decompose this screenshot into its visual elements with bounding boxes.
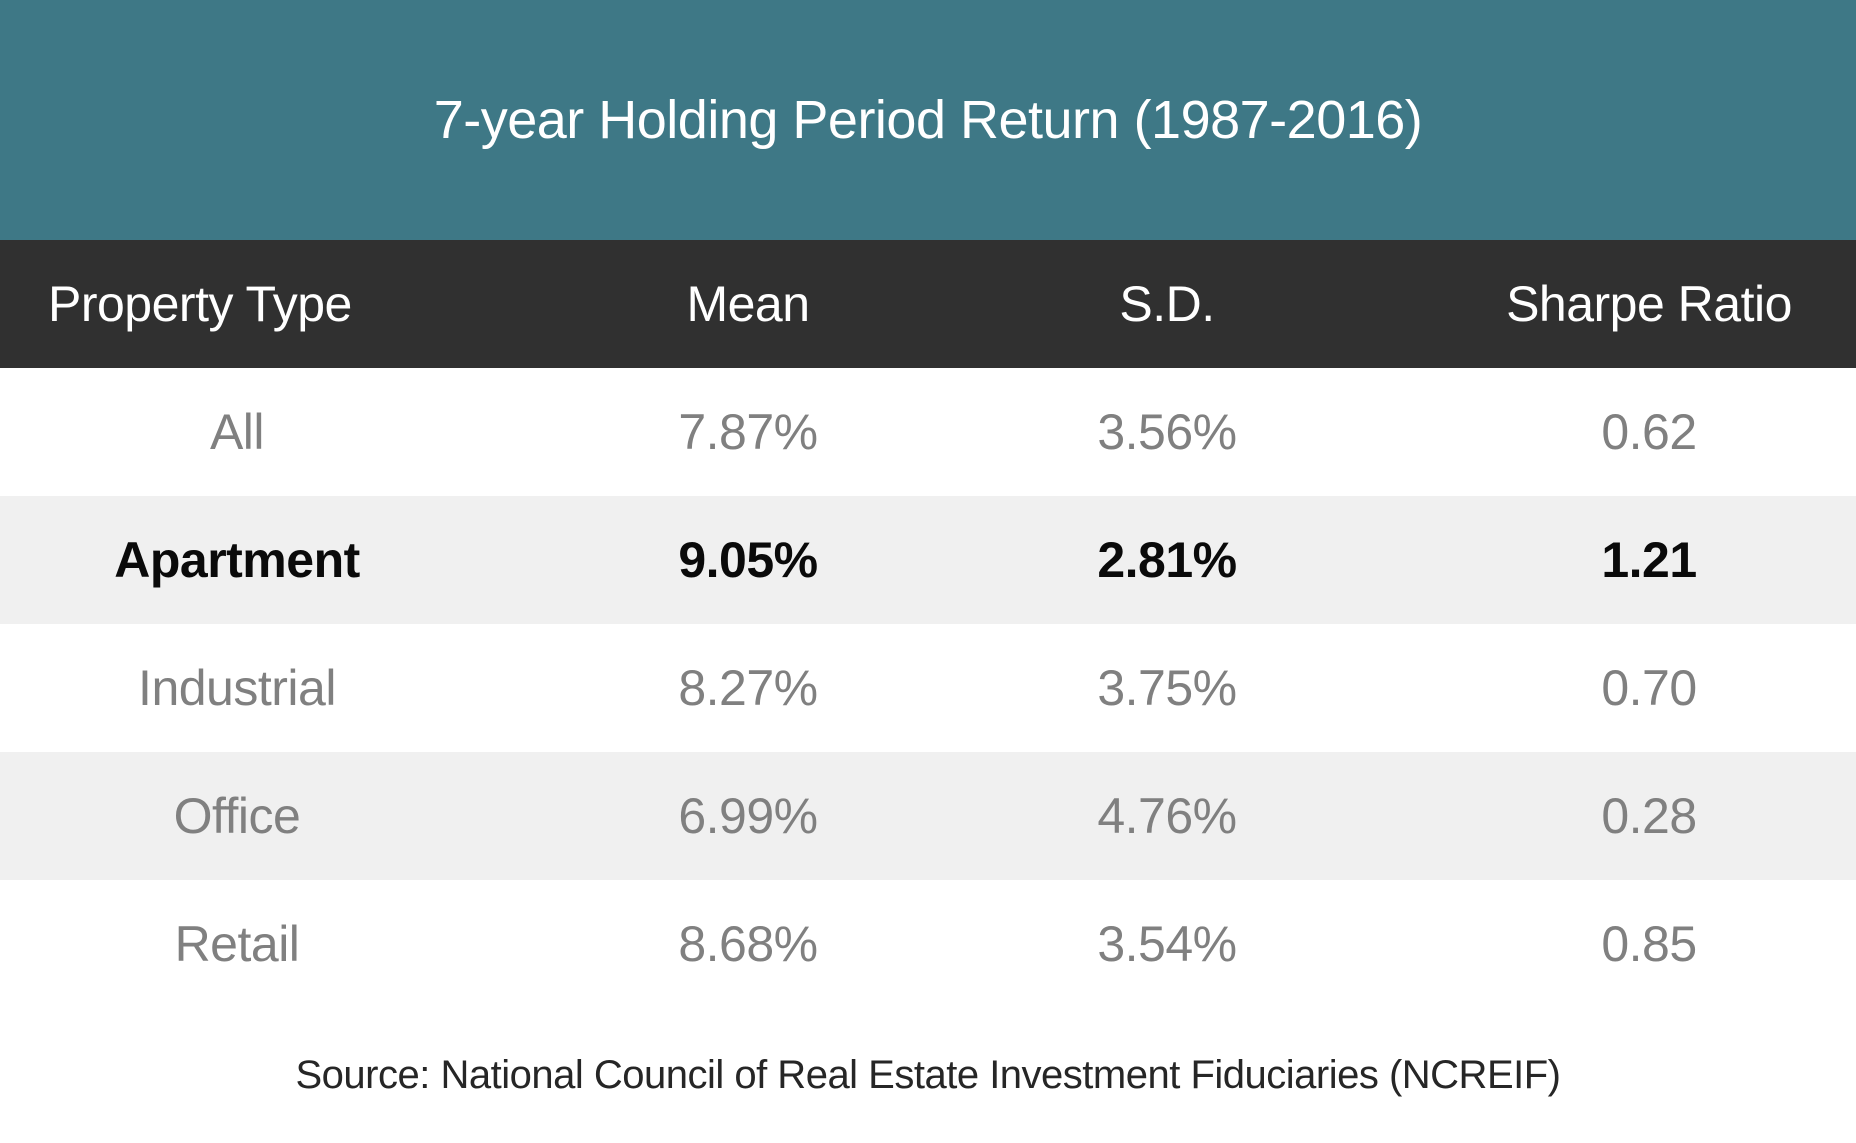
cell-mean: 6.99% [678,788,818,844]
table-row: All 7.87% 3.56% 0.62 [0,368,1856,496]
table-row: Office 6.99% 4.76% 0.28 [0,752,1856,880]
column-header-sharpe-ratio: Sharpe Ratio [1506,276,1792,332]
cell-property-type: Retail [174,916,300,972]
cell-property-type: Office [173,788,301,844]
cell-mean: 7.87% [678,404,818,460]
cell-sd: 4.76% [1097,788,1237,844]
column-header-mean: Mean [686,276,810,332]
cell-mean: 8.68% [678,916,818,972]
table-row: Industrial 8.27% 3.75% 0.70 [0,624,1856,752]
cell-sharpe-ratio: 1.21 [1601,532,1697,588]
cell-sharpe-ratio: 0.62 [1601,404,1697,460]
cell-sharpe-ratio: 0.28 [1601,788,1697,844]
cell-mean: 8.27% [678,660,818,716]
cell-property-type: All [209,404,265,460]
cell-sharpe-ratio: 0.70 [1601,660,1697,716]
column-header-property-type: Property Type [48,276,352,332]
cell-sd: 3.54% [1097,916,1237,972]
cell-sd: 3.56% [1097,404,1237,460]
source-note: Source: National Council of Real Estate … [295,1053,1561,1097]
table-header-row: Property Type Mean S.D. Sharpe Ratio [0,240,1856,368]
title-band: 7-year Holding Period Return (1987-2016) [0,0,1856,240]
cell-sharpe-ratio: 0.85 [1601,916,1697,972]
page-title: 7-year Holding Period Return (1987-2016) [433,90,1423,150]
cell-sd: 3.75% [1097,660,1237,716]
column-header-sd: S.D. [1119,276,1215,332]
table-row: Retail 8.68% 3.54% 0.85 [0,880,1856,1008]
cell-property-type: Industrial [138,660,336,716]
cell-property-type: Apartment [114,532,360,588]
table-row: Apartment 9.05% 2.81% 1.21 [0,496,1856,624]
cell-mean: 9.05% [678,532,818,588]
cell-sd: 2.81% [1097,532,1237,588]
footer: Source: National Council of Real Estate … [0,1008,1856,1143]
table-body: All 7.87% 3.56% 0.62 Apartment 9.05% 2.8… [0,368,1856,1008]
